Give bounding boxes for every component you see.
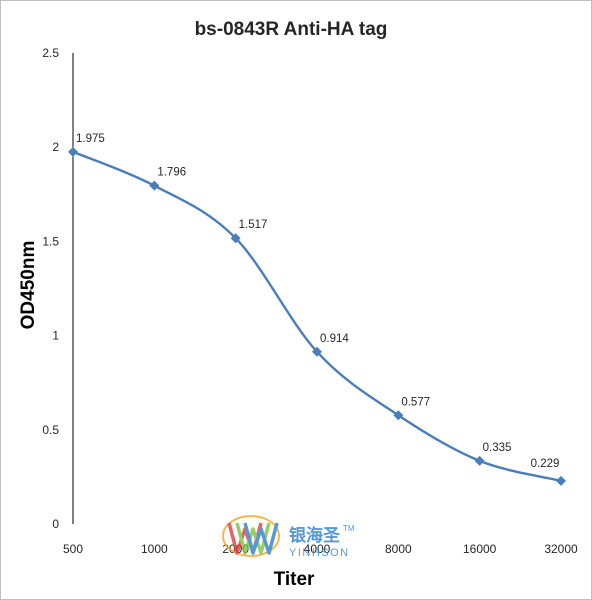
data-label: 0.914 xyxy=(320,333,349,345)
watermark-trademark: TM xyxy=(343,524,355,533)
y-tick-label: 1.5 xyxy=(42,234,59,248)
watermark-logo: 银海圣 TM YINHSON xyxy=(222,515,355,559)
data-label: 1.517 xyxy=(239,219,268,231)
y-tick-label: 2 xyxy=(52,140,59,154)
series-line xyxy=(71,150,563,483)
x-tick-label: 8000 xyxy=(385,542,412,556)
data-point-marker xyxy=(149,180,160,191)
data-label: 0.577 xyxy=(401,396,430,408)
data-point-marker xyxy=(68,146,78,157)
data-label: 1.975 xyxy=(76,133,105,145)
watermark-chinese-text: 银海圣 xyxy=(289,525,341,546)
y-tick-label: 2.5 xyxy=(42,46,59,60)
x-tick-label: 500 xyxy=(63,542,83,556)
data-point-marker xyxy=(312,346,322,357)
data-point-marker xyxy=(393,410,404,421)
y-tick-label: 1 xyxy=(52,329,59,343)
x-tick-label: 1000 xyxy=(141,542,168,556)
y-tick-label: 0 xyxy=(52,517,59,531)
data-point-marker xyxy=(474,455,485,466)
x-tick-label: 4000 xyxy=(304,542,331,556)
x-axis-title: Titer xyxy=(274,569,315,590)
data-labels: 1.975 1.796 1.517 0.914 0.577 0.335 0.229 xyxy=(76,133,559,470)
x-tick-label: 32000 xyxy=(544,542,578,556)
y-axis-ticks: 0 0.5 1 1.5 2 2.5 xyxy=(42,46,59,531)
data-label: 1.796 xyxy=(157,167,186,179)
series-markers xyxy=(68,146,566,486)
logo-mark-icon xyxy=(222,515,280,557)
data-label: 0.335 xyxy=(483,442,512,454)
data-point-marker xyxy=(230,233,241,244)
y-axis-title: OD450nm xyxy=(18,241,39,330)
x-tick-label: 16000 xyxy=(463,542,497,556)
data-point-marker xyxy=(556,475,566,486)
y-tick-label: 0.5 xyxy=(42,423,59,437)
data-label: 0.229 xyxy=(531,458,560,470)
chart-title: bs-0843R Anti-HA tag xyxy=(195,19,388,40)
watermark-english-text: YINHSON xyxy=(289,547,350,559)
